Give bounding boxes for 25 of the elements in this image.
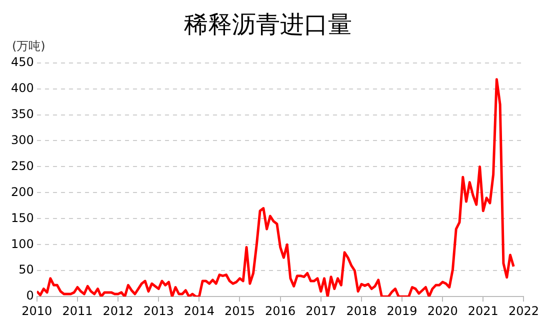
y-tick-label: 200 (11, 184, 34, 199)
x-tick-label: 2017 (306, 304, 336, 318)
x-tick-label: 2012 (102, 304, 134, 318)
x-tick-label: 2010 (22, 304, 52, 318)
x-tick-label: 2018 (346, 304, 377, 318)
y-tick-label: 150 (11, 210, 34, 225)
x-tick-label: 2014 (184, 304, 214, 318)
chart-title: 稀释沥青进口量 (184, 10, 352, 39)
x-tick-label: 2019 (386, 304, 418, 318)
y-tick-label: 100 (11, 236, 34, 251)
x-tick-label: 2013 (143, 304, 174, 318)
y-tick-label: 300 (11, 132, 34, 147)
y-axis-title: (万吨) (12, 38, 46, 53)
y-tick-label: 0 (26, 288, 34, 303)
x-tick-label: 2016 (265, 304, 296, 318)
y-tick-label: 250 (11, 158, 34, 173)
y-tick-label: 400 (11, 80, 34, 95)
y-tick-label: 350 (11, 106, 34, 121)
y-tick-label: 450 (11, 54, 34, 69)
x-tick-label: 2020 (427, 304, 458, 318)
x-tick-label: 2022 (508, 304, 540, 318)
y-tick-label: 50 (18, 262, 34, 277)
x-tick-label: 2015 (224, 304, 256, 318)
x-tick-label: 2011 (62, 304, 93, 318)
x-tick-label: 2021 (468, 304, 498, 318)
